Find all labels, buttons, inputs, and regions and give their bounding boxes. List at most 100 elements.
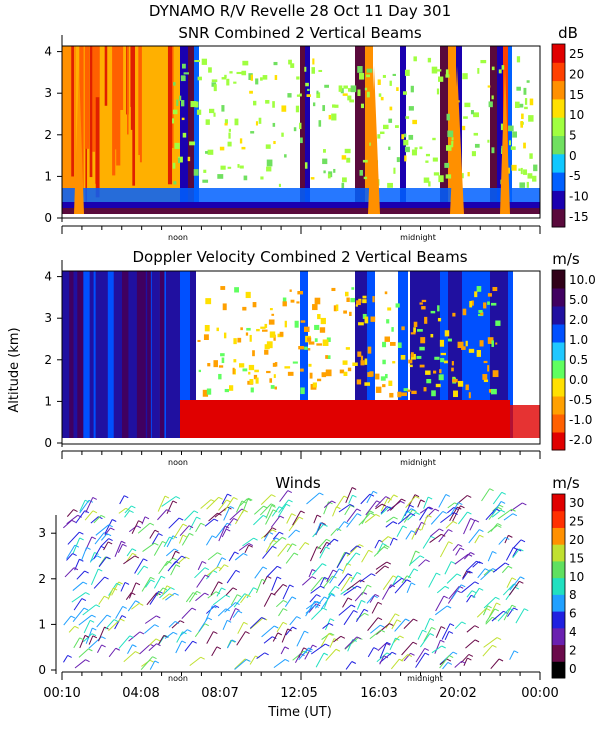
snr-noise — [523, 169, 528, 175]
vel-noise — [290, 299, 295, 303]
wind-barb-flag — [419, 555, 425, 559]
snr-noise — [255, 121, 258, 126]
snr-noise — [331, 113, 337, 121]
wind-barb-flag — [229, 506, 235, 509]
wind-barb — [375, 496, 387, 508]
wind-barb — [465, 560, 477, 572]
wind-barb — [73, 637, 81, 649]
wind-barb — [218, 525, 226, 542]
wind-barb — [394, 618, 406, 632]
wind-cbar-swatch — [552, 494, 565, 512]
snr-cbar-tick-label: 10 — [569, 108, 584, 122]
wind-barb-flag — [325, 643, 330, 647]
wind-barb-flag — [505, 536, 510, 540]
wind-barb-flag — [333, 538, 339, 542]
vel-noise — [444, 330, 450, 337]
wind-barb-flag — [107, 541, 113, 545]
wind-barb-flag — [277, 632, 283, 636]
wind-barb — [326, 569, 334, 583]
vel-streak — [93, 271, 96, 438]
snr-noise — [205, 151, 208, 154]
vel-noise — [425, 370, 431, 375]
vel-noise — [447, 338, 452, 342]
snr-noise — [343, 85, 348, 89]
wind-barb-flag — [320, 522, 325, 526]
vel-noise — [314, 324, 320, 330]
vel-noise — [421, 299, 427, 303]
snr-noise — [360, 103, 365, 109]
vel-noise — [274, 362, 278, 367]
time-axis-label: Time (UT) — [267, 705, 332, 720]
vel-noise — [347, 367, 352, 372]
wind-barb — [72, 581, 84, 591]
wind-barb — [93, 515, 102, 524]
vel-noise — [417, 329, 423, 332]
wind-barb-flag — [291, 596, 297, 600]
snr-noise — [344, 148, 351, 154]
vel-noise — [408, 359, 413, 364]
wind-barb-flag — [74, 544, 80, 548]
wind-barb — [359, 573, 372, 583]
snr-noise — [250, 74, 254, 81]
wind-barb — [423, 496, 429, 509]
vel-noise — [269, 308, 273, 311]
wind-barb-flag — [356, 508, 362, 512]
snr-noise — [413, 56, 417, 62]
wind-barb — [270, 515, 281, 528]
snr-noise — [288, 59, 292, 65]
wind-barb-flag — [501, 491, 506, 495]
wind-barb-flag — [92, 510, 98, 514]
wind-barb-flag — [104, 595, 109, 599]
wind-barb-flag — [457, 506, 462, 510]
wind-barb-flag — [262, 566, 268, 570]
vel-noise — [325, 355, 328, 359]
wind-barb — [375, 565, 386, 575]
wind-barb-flag — [253, 587, 258, 591]
wind-barb — [234, 509, 245, 525]
wind-barb — [343, 610, 354, 626]
wind-barb-flag — [162, 587, 168, 591]
vel-noise — [476, 350, 482, 357]
wind-barb-flag — [489, 488, 494, 492]
wind-barb — [162, 585, 168, 596]
snr-column — [355, 46, 365, 214]
wind-barb — [98, 556, 107, 568]
wind-barb-flag — [201, 561, 207, 564]
snr-noise — [221, 105, 225, 112]
wind-barb — [501, 565, 509, 574]
snr-noise — [512, 131, 518, 138]
vel-noise — [327, 355, 331, 360]
vel-noise — [320, 317, 326, 325]
wind-barb — [278, 499, 289, 513]
vel-streak — [107, 271, 114, 438]
wind-barb-flag — [79, 531, 84, 535]
snr-noise — [305, 82, 309, 87]
vel-column — [508, 271, 513, 438]
wind-barb — [285, 626, 293, 636]
wind-barb — [79, 499, 90, 514]
wind-barb — [491, 610, 504, 622]
vel-noise — [437, 317, 442, 322]
vel-noise — [372, 296, 375, 303]
wind-barb-flag — [411, 582, 416, 586]
wind-cbar-tick-label: 20 — [569, 533, 584, 547]
vel-noise — [357, 351, 362, 357]
wind-barb-flag — [241, 500, 247, 504]
velocity-x-axis — [61, 450, 541, 459]
vel-noise — [307, 348, 311, 351]
wind-barb-flag — [466, 570, 471, 574]
vel-noise — [248, 371, 251, 375]
vel-noise — [339, 369, 345, 374]
snr-cbar-swatch — [552, 172, 565, 191]
wind-barb-flag — [500, 509, 506, 513]
vel-noise — [480, 311, 484, 316]
snr-streak — [79, 46, 84, 202]
wind-barb-flag — [217, 512, 222, 516]
snr-noise — [182, 132, 187, 138]
snr-streak — [89, 46, 93, 178]
wind-barb — [329, 638, 335, 648]
wind-barb-flag — [352, 494, 357, 498]
wind-barb-flag — [191, 607, 197, 611]
snr-noise — [190, 101, 197, 108]
wind-barb — [242, 537, 254, 547]
